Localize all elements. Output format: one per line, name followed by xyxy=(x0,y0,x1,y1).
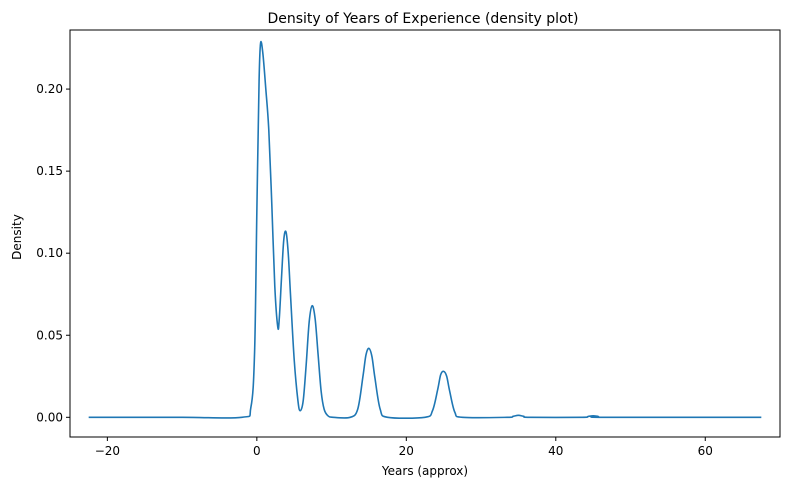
x-tick-label: −20 xyxy=(95,444,120,458)
chart-title: Density of Years of Experience (density … xyxy=(267,11,578,27)
plot-area xyxy=(69,29,781,438)
y-tick-label: 0.20 xyxy=(36,82,63,96)
x-tick-label: 40 xyxy=(548,444,563,458)
y-tick-label: 0.00 xyxy=(36,410,63,424)
density-line xyxy=(88,40,762,420)
y-axis-label: Density xyxy=(10,214,24,260)
y-axis: 0.00 0.05 0.10 0.15 0.20 xyxy=(36,82,70,424)
x-tick-label: 60 xyxy=(698,444,713,458)
x-axis: −20 0 20 40 60 xyxy=(95,437,713,458)
axes-frame xyxy=(69,29,781,438)
y-tick-label: 0.05 xyxy=(36,328,63,342)
y-tick-label: 0.15 xyxy=(36,164,63,178)
x-axis-label: Years (approx) xyxy=(381,464,468,478)
x-tick-label: 0 xyxy=(253,444,261,458)
y-tick-label: 0.10 xyxy=(36,246,63,260)
x-tick-label: 20 xyxy=(399,444,414,458)
